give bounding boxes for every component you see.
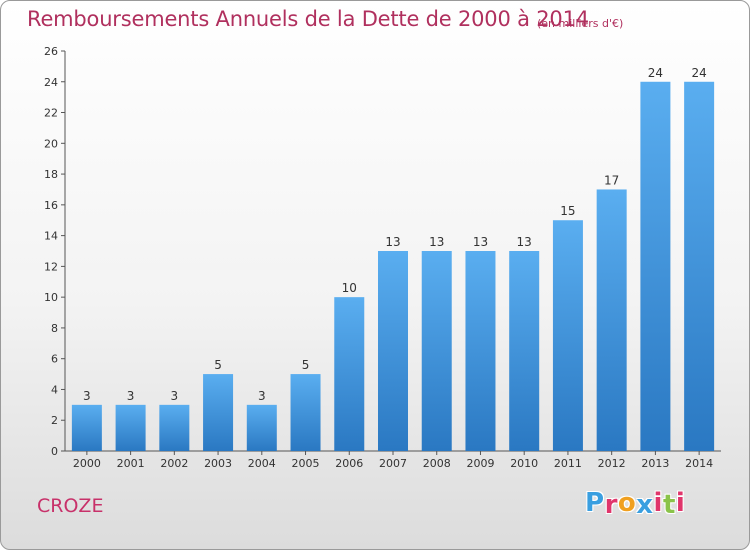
y-tick-label: 6 [51,353,58,366]
y-tick-label: 20 [44,137,58,150]
y-tick-label: 18 [44,168,58,181]
bar [246,404,277,451]
bar [334,297,365,451]
proxiti-logo[interactable]: Proxiti [585,488,686,520]
logo-letter: P [585,488,605,518]
x-tick-label: 2006 [335,457,363,470]
bar [421,251,452,451]
x-tick-label: 2009 [466,457,494,470]
bar-value-label: 24 [691,66,706,80]
bar-value-label: 13 [385,235,400,249]
x-tick-label: 2013 [641,457,669,470]
x-tick-label: 2012 [598,457,626,470]
x-tick-label: 2005 [292,457,320,470]
y-tick-label: 16 [44,199,58,212]
chart-title: Remboursements Annuels de la Dette de 20… [27,7,589,31]
bar [203,374,234,451]
bar-value-label: 5 [302,358,310,372]
bar [509,251,540,451]
logo-letter: r [604,490,618,520]
x-tick-label: 2014 [685,457,713,470]
x-tick-label: 2004 [248,457,276,470]
x-tick-label: 2008 [423,457,451,470]
bar-value-label: 13 [473,235,488,249]
y-tick-label: 8 [51,322,58,335]
x-tick-label: 2002 [160,457,188,470]
y-tick-label: 2 [51,414,58,427]
bar [552,220,583,451]
bar-value-label: 3 [258,389,266,403]
bar-value-label: 5 [214,358,222,372]
x-tick-label: 2000 [73,457,101,470]
logo-letter: o [617,488,637,518]
bar [115,404,146,451]
y-tick-label: 0 [51,445,58,458]
x-tick-label: 2003 [204,457,232,470]
logo-letter: t [662,490,676,520]
logo-letter: i [653,488,663,518]
bar [640,81,671,452]
bar-value-label: 17 [604,173,619,187]
logo-letter: x [636,490,654,520]
bar [596,189,627,451]
bar-value-label: 3 [127,389,135,403]
bar [71,404,102,451]
x-tick-label: 2007 [379,457,407,470]
bar [290,374,321,451]
unit-label: (en milliers d'€) [537,17,624,30]
x-tick-label: 2011 [554,457,582,470]
y-tick-label: 24 [44,76,58,89]
bar-value-label: 3 [171,389,179,403]
y-tick-label: 14 [44,230,58,243]
bar-layer: 3 3 3 5 3 5 10 13 13 13 13 15 17 24 24 [71,66,715,452]
bar-value-label: 10 [342,281,357,295]
logo-letter: i [675,488,686,518]
bar-value-label: 15 [560,204,575,218]
bar-value-label: 24 [648,66,663,80]
bar-value-label: 13 [517,235,532,249]
bar [159,404,190,451]
bar [684,81,715,452]
y-tick-label: 4 [51,383,58,396]
y-tick-label: 26 [44,45,58,58]
bar-value-label: 13 [429,235,444,249]
y-tick-label: 22 [44,107,58,120]
x-tick-label: 2010 [510,457,538,470]
x-tick-label: 2001 [117,457,145,470]
bar-value-label: 3 [83,389,91,403]
town-name: CROZE [37,495,104,517]
bar [378,251,408,451]
y-tick-label: 12 [44,260,58,273]
bar [465,251,496,451]
y-tick-label: 10 [44,291,58,304]
